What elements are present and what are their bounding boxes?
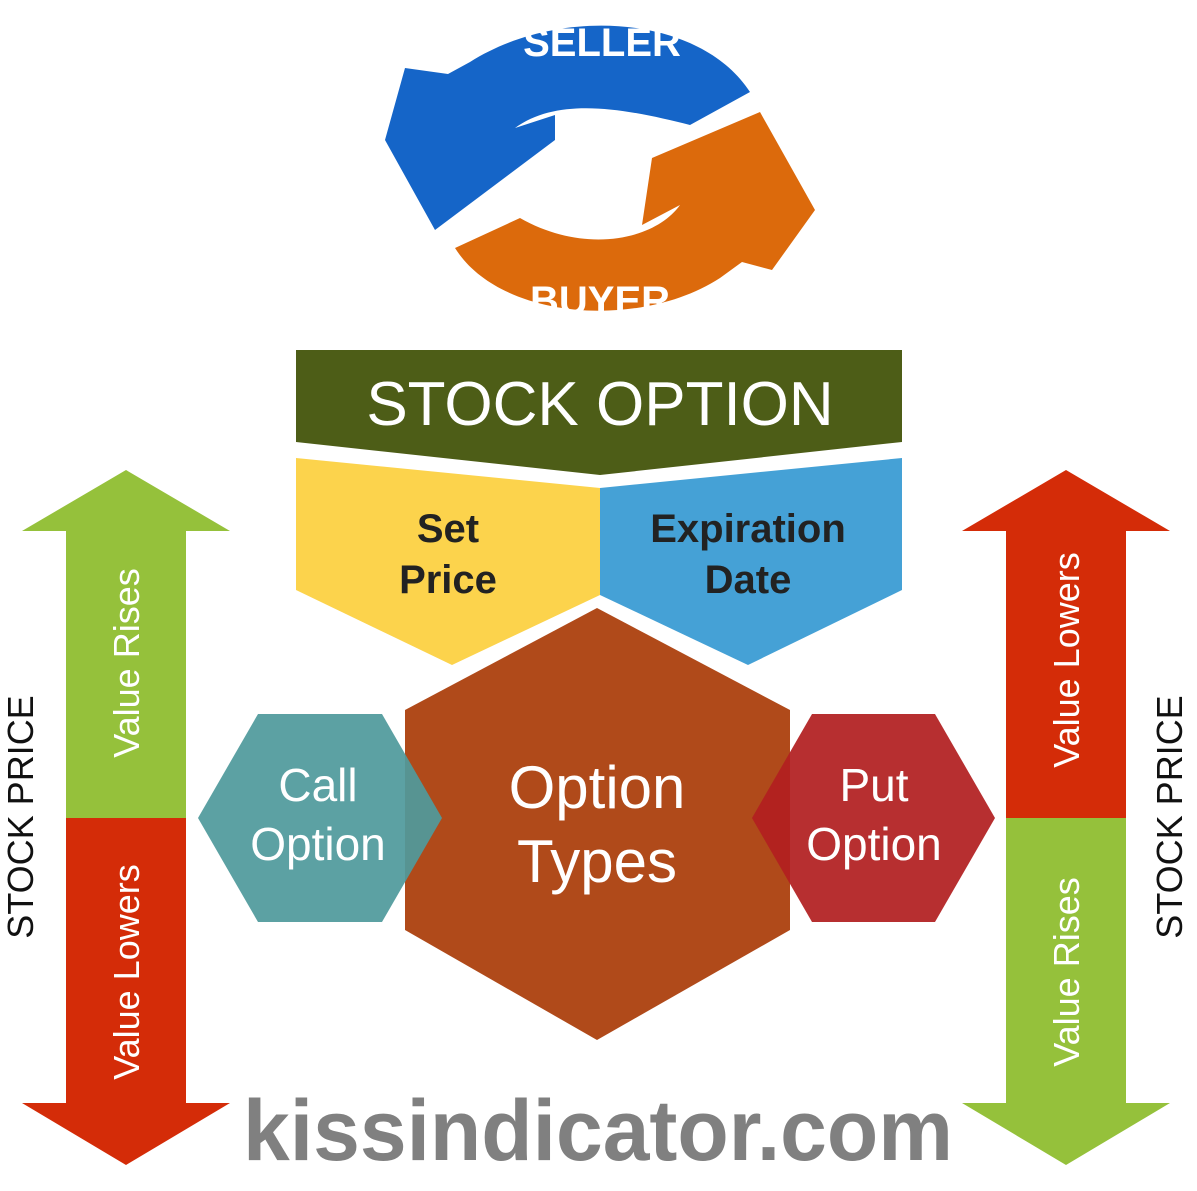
put-option-label-line1: Put [839,759,908,811]
option-types-label-line1: Option [509,754,686,821]
right-up-arrow-shape [962,470,1170,818]
right-price-arrow: Value Lowers Value Rises STOCK PRICE [962,470,1190,1165]
right-stock-price-label: STOCK PRICE [1149,695,1190,938]
left-down-arrow-shape [22,818,230,1165]
put-option-hexagon [752,714,995,922]
option-types: Option Types Call Option Put Option [198,608,995,1040]
call-option-label-line1: Call [278,759,357,811]
right-upper-label: Value Lowers [1046,552,1087,767]
left-price-arrow: Value Rises Value Lowers STOCK PRICE [0,470,230,1165]
call-option-label-line2: Option [250,818,386,870]
expiration-date-label-line1: Expiration [650,507,846,551]
left-up-arrow-shape [22,470,230,818]
cycle-arrows: SELLER BUYER [385,21,815,323]
set-price-shape [296,458,600,665]
set-price-label-line1: Set [417,507,479,551]
set-price-label-line2: Price [399,558,497,602]
option-types-label-line2: Types [517,828,677,895]
buyer-arrow-shape [455,112,815,311]
left-upper-label: Value Rises [106,568,147,757]
buyer-label: BUYER [530,279,670,323]
banner-title: STOCK OPTION [366,370,833,439]
seller-label: SELLER [523,21,681,65]
option-types-hexagon [405,608,790,1040]
site-watermark: kissindicator.com [243,1083,953,1179]
expiration-date-label-line2: Date [705,558,792,602]
stock-option-banner: STOCK OPTION [296,350,902,475]
put-option-label-line2: Option [806,818,942,870]
right-down-arrow-shape [962,818,1170,1165]
left-lower-label: Value Lowers [106,864,147,1079]
banner-shape [296,350,902,475]
expiration-date-shape [600,458,902,665]
call-option-hexagon [198,714,442,922]
option-terms: Set Price Expiration Date [296,458,902,665]
right-lower-label: Value Rises [1046,877,1087,1066]
seller-arrow-shape [385,25,750,230]
left-stock-price-label: STOCK PRICE [0,695,41,938]
